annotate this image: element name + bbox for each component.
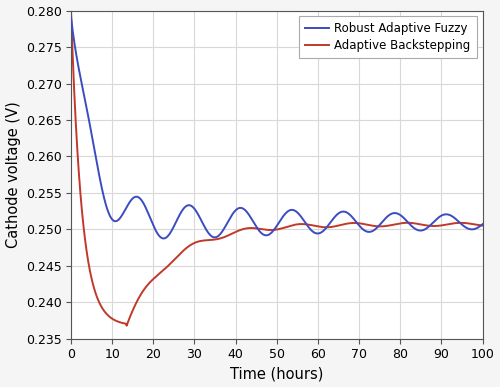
Robust Adaptive Fuzzy — [226, 219, 232, 223]
Line: Adaptive Backstepping: Adaptive Backstepping — [71, 10, 482, 326]
Robust Adaptive Fuzzy — [336, 211, 342, 216]
Robust Adaptive Fuzzy — [375, 224, 381, 229]
Robust Adaptive Fuzzy — [315, 231, 321, 236]
Adaptive Backstepping — [68, 8, 74, 13]
Robust Adaptive Fuzzy — [406, 221, 412, 226]
Robust Adaptive Fuzzy — [68, 15, 74, 20]
Adaptive Backstepping — [375, 224, 381, 229]
Adaptive Backstepping — [315, 224, 321, 229]
Line: Robust Adaptive Fuzzy: Robust Adaptive Fuzzy — [71, 17, 482, 238]
Adaptive Backstepping — [226, 233, 232, 238]
Robust Adaptive Fuzzy — [480, 222, 486, 226]
Adaptive Backstepping — [336, 223, 342, 228]
Adaptive Backstepping — [124, 324, 130, 328]
Adaptive Backstepping — [143, 285, 149, 289]
Adaptive Backstepping — [406, 221, 412, 225]
Legend: Robust Adaptive Fuzzy, Adaptive Backstepping: Robust Adaptive Fuzzy, Adaptive Backstep… — [299, 17, 476, 58]
Robust Adaptive Fuzzy — [160, 236, 166, 241]
Adaptive Backstepping — [480, 223, 486, 228]
X-axis label: Time (hours): Time (hours) — [230, 366, 324, 382]
Robust Adaptive Fuzzy — [143, 205, 149, 210]
Y-axis label: Cathode voltage (V): Cathode voltage (V) — [6, 101, 20, 248]
